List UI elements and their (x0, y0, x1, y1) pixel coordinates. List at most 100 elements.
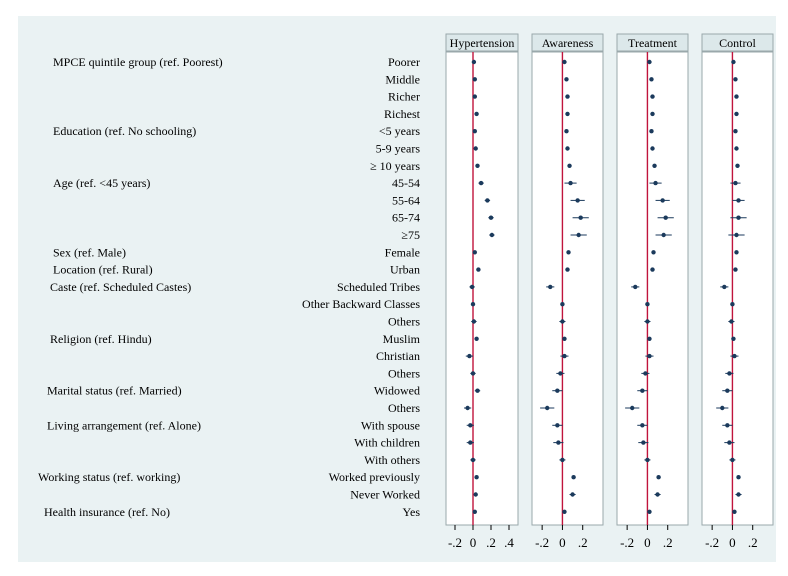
category-label: Poorer (388, 55, 420, 69)
tick-label: -.2 (448, 535, 462, 550)
estimate-point (655, 492, 660, 497)
panel-plot-area (531, 51, 604, 526)
estimate-point (565, 94, 570, 99)
estimate-point (578, 215, 583, 220)
category-label: Never Worked (350, 488, 420, 502)
estimate-point (473, 492, 478, 497)
estimate-point (651, 250, 656, 255)
estimate-point (478, 180, 484, 186)
estimate-point (566, 250, 571, 255)
estimate-point (474, 336, 479, 341)
estimate-point (633, 284, 638, 290)
estimate-point (471, 59, 477, 65)
category-label: Richer (388, 90, 420, 104)
estimate-point (488, 215, 494, 220)
estimate-point (650, 267, 655, 272)
estimate-point (560, 302, 565, 307)
estimate-point (722, 284, 727, 290)
estimate-point (475, 163, 480, 168)
category-label: ≥75 (401, 228, 420, 242)
category-label: Muslim (383, 332, 421, 346)
estimate-point (548, 284, 553, 290)
estimate-point (472, 77, 477, 82)
estimate-point (734, 111, 739, 117)
estimate-point (470, 457, 476, 463)
estimate-point (565, 267, 570, 272)
panel-header-box (445, 33, 519, 52)
estimate-point (727, 371, 732, 376)
estimate-point (647, 509, 652, 514)
estimate-point (650, 94, 655, 99)
estimate-point (734, 94, 739, 99)
estimate-point (733, 267, 738, 272)
estimate-point (645, 457, 650, 463)
category-label: ≥ 10 years (370, 159, 420, 173)
estimate-point (465, 405, 470, 411)
estimate-point (736, 492, 741, 497)
panel-control: Control -.2 0 .2 (701, 33, 774, 550)
estimate-point (470, 302, 476, 307)
estimate-point (562, 336, 567, 341)
estimate-point (645, 302, 650, 307)
group-label: MPCE quintile group (ref. Poorest) (53, 55, 223, 69)
estimate-point (645, 319, 650, 324)
tick-label: .2 (748, 535, 758, 550)
category-label: With children (354, 436, 420, 450)
estimate-point (734, 232, 739, 238)
estimate-point (555, 423, 560, 428)
estimate-point (470, 371, 476, 376)
estimate-point (556, 440, 561, 445)
estimate-point (560, 457, 565, 463)
estimate-point (564, 77, 569, 82)
estimate-point (567, 163, 572, 168)
estimate-point (736, 215, 741, 220)
estimate-point (730, 302, 735, 307)
estimate-point (734, 250, 739, 255)
panel-plot-area (616, 51, 689, 526)
estimate-point (474, 111, 479, 117)
estimate-point (565, 111, 570, 117)
group-label: Location (ref. Rural) (53, 263, 153, 277)
tick-label: 0 (559, 535, 566, 550)
group-label: Sex (ref. Male) (53, 245, 126, 259)
estimate-point (731, 59, 736, 65)
estimate-point (472, 250, 477, 255)
estimate-point (647, 336, 652, 341)
category-label: Others (388, 366, 420, 380)
panel-title: Awareness (542, 36, 594, 50)
category-label: Female (385, 245, 420, 259)
estimate-point (562, 353, 567, 359)
group-label: Marital status (ref. Married) (47, 384, 182, 398)
estimate-point (732, 353, 737, 359)
tick-label: -.2 (620, 535, 634, 550)
estimate-point (729, 319, 734, 324)
estimate-point (571, 475, 576, 480)
estimate-point (649, 129, 654, 134)
group-label: Working status (ref. working) (38, 470, 180, 484)
panel-header-box (531, 33, 604, 52)
estimate-point (560, 319, 565, 324)
panel-header-box (701, 33, 774, 52)
category-label: With others (364, 453, 420, 467)
estimate-point (732, 509, 737, 514)
tick-label: .4 (504, 535, 514, 550)
estimate-point (568, 180, 573, 186)
category-label: Christian (376, 349, 420, 363)
estimate-point (733, 129, 738, 134)
estimate-point (630, 405, 635, 411)
estimate-point (736, 475, 741, 480)
estimate-point (652, 163, 657, 168)
estimate-point (735, 163, 740, 168)
panel-title: Control (719, 36, 756, 50)
group-label: Age (ref. <45 years) (53, 176, 150, 190)
estimate-point (653, 180, 658, 186)
estimate-point (649, 77, 654, 82)
estimate-point (734, 146, 739, 151)
estimate-point (731, 336, 736, 341)
estimate-point (469, 284, 475, 290)
estimate-point (647, 59, 652, 65)
estimate-point (476, 267, 481, 272)
estimate-point (564, 129, 569, 134)
